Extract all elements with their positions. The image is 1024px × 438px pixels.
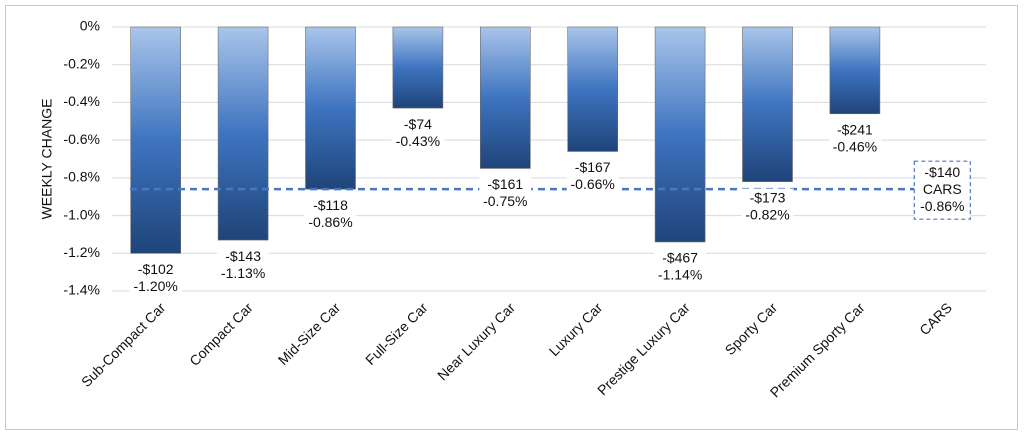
label-background [654, 248, 707, 285]
y-tick-label: -0.2% [63, 55, 100, 71]
y-axis-label: WEEKLY CHANGE [39, 99, 55, 220]
value-label: -0.46% [833, 138, 877, 154]
dollar-label: -$173 [750, 189, 786, 205]
bar [654, 26, 706, 243]
dollar-label: -$467 [662, 250, 698, 266]
y-tick-label: -1.2% [63, 244, 100, 260]
label-background [566, 158, 619, 195]
label-background [479, 175, 532, 212]
bar [305, 26, 356, 190]
value-label: -0.82% [745, 206, 789, 222]
y-tick-label: -0.4% [63, 93, 100, 109]
label-background [304, 196, 357, 233]
value-label: -1.20% [134, 278, 178, 294]
y-tick-label: -0.8% [63, 169, 100, 185]
label-background [217, 247, 270, 284]
bar [742, 26, 793, 182]
bar [829, 26, 881, 115]
y-tick-label: -1.4% [63, 282, 100, 298]
y-tick-label: -1.0% [63, 206, 100, 222]
dollar-label: -$102 [138, 261, 174, 277]
bar [479, 26, 531, 169]
reference-box [913, 160, 971, 220]
bars [130, 26, 881, 254]
value-label: -1.13% [221, 265, 265, 281]
bar [217, 26, 269, 241]
value-label: -0.66% [571, 176, 615, 192]
bar [392, 26, 444, 109]
data-labels: -$102-1.20%-$143-1.13%-$118-0.86%-$74-0.… [129, 115, 881, 297]
value-label: -0.86% [308, 214, 352, 230]
y-tick-label: 0% [80, 18, 100, 34]
bar [567, 26, 619, 152]
dollar-label: -$74 [404, 116, 432, 132]
dollar-label: -$241 [837, 121, 873, 137]
dollar-label: -$118 [313, 197, 348, 213]
value-label: -1.14% [658, 267, 702, 283]
label-background [741, 188, 794, 225]
bar [130, 26, 181, 254]
label-background [391, 115, 444, 152]
value-label: -0.75% [483, 193, 527, 209]
reference-amount: -$140 [924, 164, 960, 180]
dollar-label: -$143 [225, 248, 261, 264]
reference-value: -0.86% [920, 198, 964, 214]
label-background [129, 260, 182, 297]
y-tick-label: -0.6% [63, 131, 100, 147]
label-background [828, 120, 881, 157]
value-label: -0.43% [396, 133, 440, 149]
reference-name: CARS [923, 181, 962, 197]
dollar-label: -$161 [487, 176, 523, 192]
dollar-label: -$167 [575, 159, 611, 175]
